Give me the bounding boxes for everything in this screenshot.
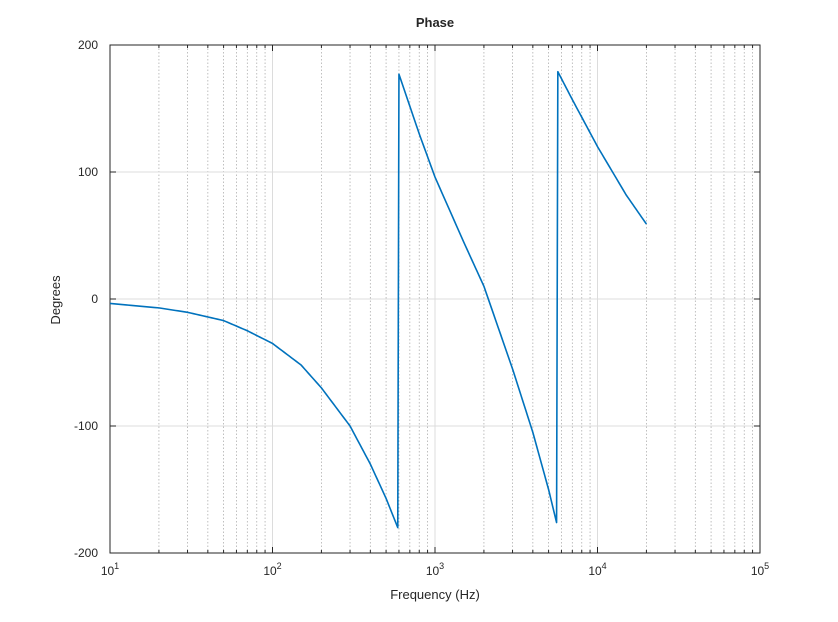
x-axis-label: Frequency (Hz): [390, 587, 480, 602]
x-tick-label: 105: [751, 561, 769, 578]
tick-labels: 101 102 103 104 105 -200 -100 0 100 200: [74, 38, 769, 578]
x-tick-label: 104: [588, 561, 606, 578]
x-tick-label: 101: [101, 561, 119, 578]
x-tick-label: 103: [426, 561, 444, 578]
y-tick-label: -100: [74, 419, 98, 433]
phase-series-line: [109, 70, 648, 529]
grid-lines: [109, 44, 761, 554]
x-tick-label: 102: [263, 561, 281, 578]
y-tick-label: -200: [74, 546, 98, 560]
y-tick-label: 0: [91, 292, 98, 306]
y-tick-label: 200: [78, 38, 98, 52]
series-layer: [109, 70, 648, 529]
chart-title: Phase: [416, 15, 454, 30]
y-axis-label: Degrees: [48, 275, 63, 325]
y-tick-label: 100: [78, 165, 98, 179]
axis-ticks: [109, 44, 761, 554]
